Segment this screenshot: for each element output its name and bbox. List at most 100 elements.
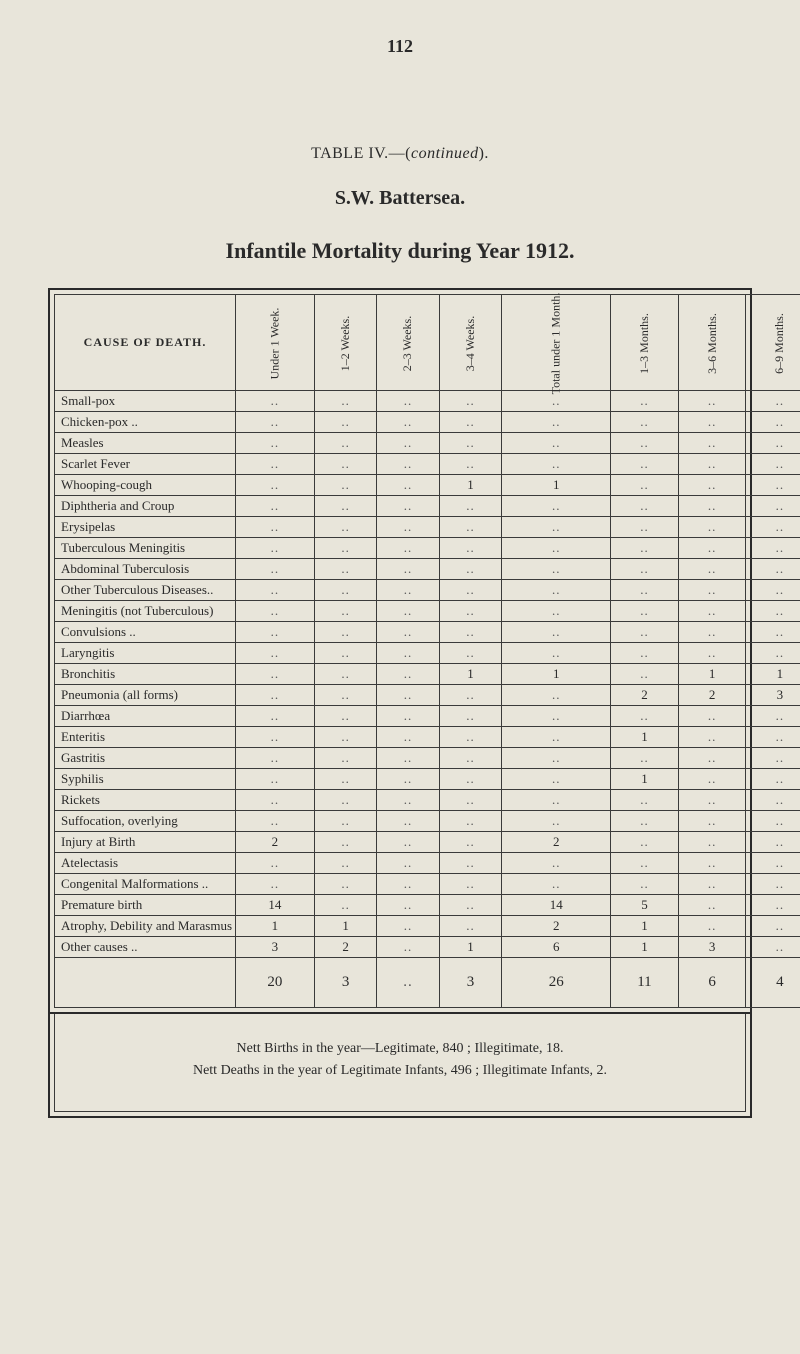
value-cell: .. [746, 580, 800, 601]
value-cell: .. [314, 433, 376, 454]
value-cell: .. [377, 517, 439, 538]
value-cell: .. [377, 685, 439, 706]
totals-value-cell: 3 [439, 958, 501, 1008]
value-cell: .. [502, 622, 611, 643]
value-cell: .. [611, 601, 679, 622]
value-cell: .. [746, 874, 800, 895]
col-label: 3–4 Weeks. [463, 315, 478, 370]
value-cell: 2 [314, 937, 376, 958]
value-cell: .. [314, 664, 376, 685]
value-cell: .. [236, 622, 315, 643]
value-cell: .. [314, 748, 376, 769]
value-cell: .. [236, 496, 315, 517]
table-row: Abdominal Tuberculosis..................… [55, 559, 800, 580]
value-cell: .. [502, 748, 611, 769]
value-cell: 1 [502, 664, 611, 685]
col-under-1-week: Under 1 Week. [236, 295, 315, 391]
value-cell: .. [377, 748, 439, 769]
value-cell: .. [746, 622, 800, 643]
value-cell: .. [611, 475, 679, 496]
value-cell: .. [314, 832, 376, 853]
value-cell: .. [678, 811, 746, 832]
table-row: Injury at Birth2......2........2 [55, 832, 800, 853]
value-cell: .. [502, 517, 611, 538]
value-cell: .. [746, 454, 800, 475]
value-cell: .. [611, 706, 679, 727]
value-cell: .. [678, 727, 746, 748]
value-cell: .. [678, 769, 746, 790]
col-cause: CAUSE OF DEATH. [55, 295, 236, 391]
value-cell: .. [439, 580, 501, 601]
cause-cell: Atrophy, Debility and Marasmus [55, 916, 236, 937]
cause-cell: Scarlet Fever [55, 454, 236, 475]
value-cell: .. [377, 496, 439, 517]
value-cell: .. [236, 790, 315, 811]
col-label: 3–6 Months. [705, 313, 720, 374]
value-cell: .. [502, 412, 611, 433]
value-cell: 2 [502, 916, 611, 937]
value-cell: .. [746, 412, 800, 433]
value-cell: .. [611, 517, 679, 538]
value-cell: .. [746, 937, 800, 958]
value-cell: .. [502, 580, 611, 601]
value-cell: .. [439, 433, 501, 454]
table-row: Convulsions ...................... [55, 622, 800, 643]
table-row: Laryngitis.................... [55, 643, 800, 664]
value-cell: .. [314, 811, 376, 832]
col-1-3-months: 1–3 Months. [611, 295, 679, 391]
value-cell: .. [314, 622, 376, 643]
value-cell: 3 [746, 685, 800, 706]
value-cell: .. [377, 664, 439, 685]
col-label: 1–3 Months. [637, 313, 652, 374]
cause-cell: Meningitis (not Tuberculous) [55, 601, 236, 622]
table-row: Rickets.................... [55, 790, 800, 811]
value-cell: .. [439, 538, 501, 559]
value-cell: .. [746, 559, 800, 580]
value-cell: .. [236, 769, 315, 790]
value-cell: .. [611, 874, 679, 895]
col-2-3-weeks: 2–3 Weeks. [377, 295, 439, 391]
table-row: Suffocation, overlying..................… [55, 811, 800, 832]
col-label: Total under 1 Month. [549, 292, 564, 394]
value-cell: .. [314, 874, 376, 895]
value-cell: .. [236, 580, 315, 601]
value-cell: .. [236, 685, 315, 706]
value-cell: .. [439, 811, 501, 832]
value-cell: .. [236, 391, 315, 412]
value-cell: 6 [502, 937, 611, 958]
value-cell: .. [314, 895, 376, 916]
value-cell: .. [377, 727, 439, 748]
value-cell: .. [678, 433, 746, 454]
value-cell: .. [746, 475, 800, 496]
col-6-9-months: 6–9 Months. [746, 295, 800, 391]
value-cell: .. [236, 643, 315, 664]
value-cell: .. [746, 517, 800, 538]
value-cell: .. [439, 727, 501, 748]
value-cell: .. [377, 559, 439, 580]
value-cell: .. [678, 622, 746, 643]
value-cell: .. [502, 559, 611, 580]
totals-value-cell: 26 [502, 958, 611, 1008]
value-cell: .. [377, 832, 439, 853]
value-cell: .. [314, 706, 376, 727]
value-cell: .. [678, 601, 746, 622]
region-heading: S.W. Battersea. [48, 187, 752, 210]
value-cell: 1 [611, 769, 679, 790]
table-row: Whooping-cough......11......12 [55, 475, 800, 496]
value-cell: .. [746, 391, 800, 412]
table-row: Other Tuberculous Diseases..............… [55, 580, 800, 601]
value-cell: .. [377, 853, 439, 874]
value-cell: .. [236, 475, 315, 496]
cause-cell: Bronchitis [55, 664, 236, 685]
table-row: Meningitis (not Tuberculous)............… [55, 601, 800, 622]
value-cell: 1 [236, 916, 315, 937]
value-cell: .. [746, 832, 800, 853]
cause-cell: Gastritis [55, 748, 236, 769]
value-cell: .. [502, 496, 611, 517]
value-cell: .. [377, 895, 439, 916]
caption-suffix: ). [479, 145, 489, 162]
table-row: Atelectasis.................... [55, 853, 800, 874]
value-cell: .. [236, 454, 315, 475]
value-cell: .. [746, 895, 800, 916]
value-cell: .. [439, 412, 501, 433]
